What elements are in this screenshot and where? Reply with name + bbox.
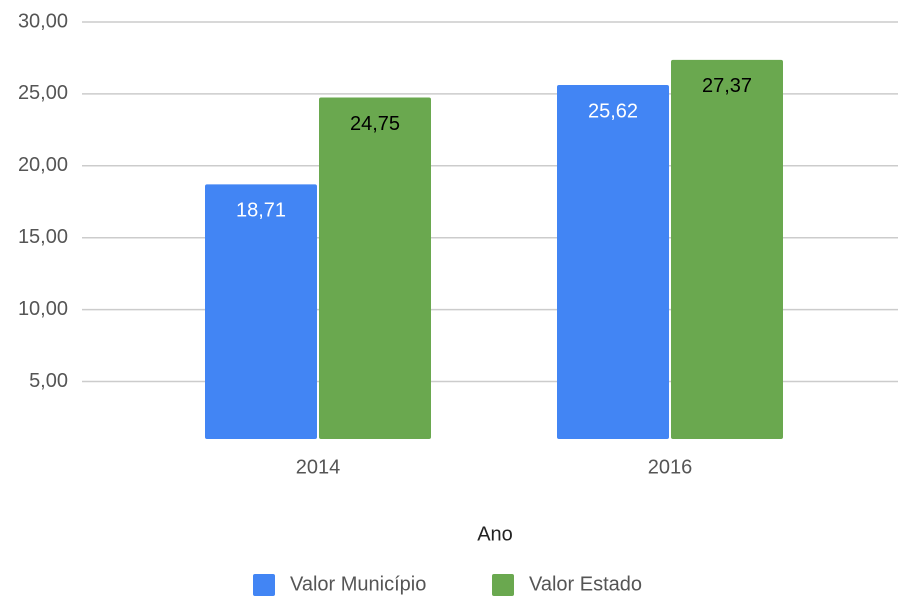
bar: [205, 184, 317, 439]
y-tick-label: 15,00: [18, 226, 68, 248]
data-label: 24,75: [350, 113, 400, 135]
x-axis-title: Ano: [477, 523, 513, 545]
legend-swatch: [253, 574, 275, 596]
y-tick-label: 5,00: [29, 370, 68, 392]
bar: [319, 97, 431, 439]
data-label: 18,71: [236, 200, 286, 222]
y-tick-label: 25,00: [18, 82, 68, 104]
y-tick-label: 10,00: [18, 298, 68, 320]
x-tick-label: 2016: [648, 456, 693, 478]
legend-swatch: [492, 574, 514, 596]
y-tick-label: 30,00: [18, 10, 68, 32]
legend-label: Valor Estado: [529, 573, 642, 595]
bar: [671, 59, 783, 439]
legend-label: Valor Município: [290, 573, 426, 595]
bar: [557, 84, 669, 439]
data-label: 25,62: [588, 100, 638, 122]
data-label: 27,37: [702, 75, 752, 97]
y-tick-label: 20,00: [18, 154, 68, 176]
x-tick-label: 2014: [296, 456, 341, 478]
